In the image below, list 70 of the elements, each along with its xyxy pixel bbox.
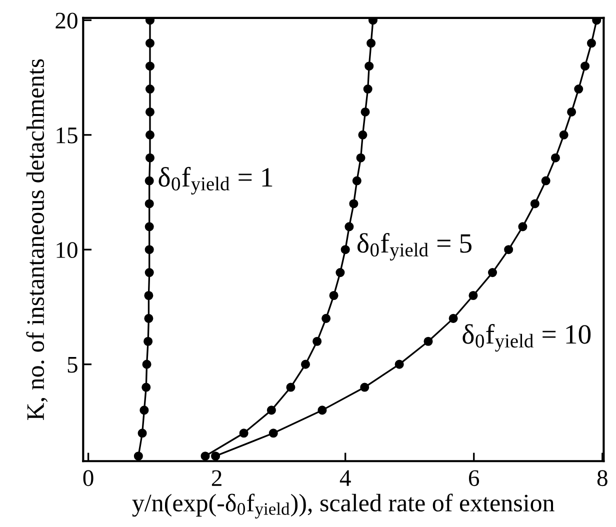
point [448, 314, 458, 323]
point [356, 153, 366, 162]
point [144, 245, 154, 254]
annotation: δ$_{0}$f$_{yield}$ = 1 [158, 166, 272, 194]
point [144, 176, 154, 186]
point [352, 176, 362, 186]
point [145, 107, 155, 116]
point [134, 452, 143, 461]
point [394, 360, 404, 369]
point [144, 199, 154, 208]
annotation: δ$_{0}$f$_{yield}$ = 5 [358, 232, 472, 261]
point [145, 153, 155, 162]
point [504, 245, 514, 254]
x-tick-label: 4 [340, 470, 351, 486]
y-axis-title: K, no. of instantaneous detachments [26, 59, 48, 420]
point [142, 360, 152, 369]
point [286, 382, 296, 392]
point [144, 222, 154, 232]
point [142, 382, 151, 392]
point [580, 62, 590, 71]
point [344, 222, 354, 232]
point [144, 314, 154, 323]
point [559, 130, 568, 140]
point [239, 428, 248, 438]
x-axis-title: y/n(exp(-δ$_{0}$f$_{yield}$)), scaled rate of extension [132, 494, 554, 518]
point [318, 406, 327, 415]
point [200, 452, 210, 461]
x-tick-label: 0 [83, 470, 94, 486]
x-tick-label: 8 [597, 470, 608, 486]
point [518, 222, 528, 232]
point [574, 84, 584, 94]
point [349, 199, 358, 208]
point [300, 360, 310, 369]
point [140, 406, 149, 415]
point [329, 290, 338, 300]
point [541, 176, 550, 186]
x-tick-label: 6 [468, 470, 480, 486]
y-tick-label: 5 [68, 357, 78, 373]
point [144, 290, 154, 300]
point [268, 428, 278, 438]
point [144, 268, 154, 278]
point [358, 130, 368, 140]
y-tick-label: 20 [56, 12, 78, 29]
point [468, 290, 478, 300]
y-tick-label: 15 [56, 128, 78, 144]
point [364, 62, 374, 71]
point [145, 62, 155, 71]
point [567, 107, 576, 116]
point [360, 107, 370, 116]
point [586, 38, 596, 48]
point [336, 268, 345, 278]
point [488, 268, 498, 278]
point [363, 84, 372, 94]
point [145, 84, 155, 94]
point [360, 382, 370, 392]
point [322, 314, 331, 323]
point [145, 38, 155, 48]
point [138, 428, 147, 438]
point [366, 38, 376, 48]
point [530, 199, 540, 208]
point [144, 336, 153, 346]
point [550, 153, 560, 162]
point [312, 336, 322, 346]
point [145, 130, 155, 140]
y-tick-label: 10 [56, 242, 78, 258]
x-tick-label: 2 [212, 470, 222, 486]
point [266, 406, 276, 415]
annotation: δ$_{0}$f$_{yield}$ = 10 [462, 324, 591, 352]
point [340, 245, 350, 254]
point [424, 336, 433, 346]
